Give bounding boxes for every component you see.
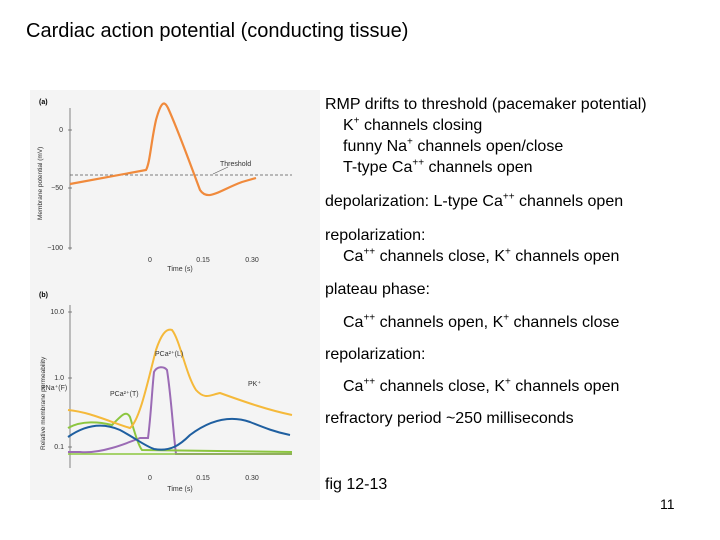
note-text: channels open <box>510 378 620 395</box>
note-line: Ca++ channels close, K+ channels open <box>343 376 619 397</box>
note-text: Ca <box>343 248 364 265</box>
panel-b-label: (b) <box>39 292 48 299</box>
panel-a-xtick-label: 0.15 <box>196 257 210 264</box>
superscript: + <box>505 376 511 388</box>
threshold-pointer <box>212 166 229 175</box>
panel-b-xlabel: Time (s) <box>167 486 192 493</box>
note-text: funny Na <box>343 138 408 155</box>
note-line: T-type Ca++ channels open <box>343 157 533 178</box>
superscript: + <box>505 246 511 258</box>
note-text: fig 12-13 <box>325 476 388 493</box>
panel-a-ytick-label: −100 <box>47 245 63 252</box>
panel-b-xtick-label: 0 <box>148 475 152 482</box>
page-number: 11 <box>660 496 675 512</box>
note-text: depolarization: L-type Ca <box>325 193 503 210</box>
note-text: channels open <box>424 159 533 176</box>
superscript: + <box>503 312 510 324</box>
note-text: channels close, K <box>375 378 505 395</box>
superscript: ++ <box>363 376 376 388</box>
note-text: channels close, K <box>375 248 505 265</box>
ca-l-permeability-curve <box>68 366 292 455</box>
panel-b-ytick-label: 0.1 <box>54 444 64 451</box>
note-text: Ca <box>343 378 364 395</box>
panel-b-background <box>30 285 320 500</box>
yellow-permeability-curve <box>67 328 293 430</box>
panel-b-xtick-label: 0.15 <box>196 475 210 482</box>
panel-b-xtick-label: 0.30 <box>245 475 259 482</box>
note-text: channels open <box>510 248 620 265</box>
figure-svg: (a) Membrane potential (mV) 0 −50 −100 T… <box>30 90 320 500</box>
note-text: repolarization: <box>325 346 426 363</box>
panel-b-ytick-label: 10.0 <box>50 309 64 316</box>
superscript: ++ <box>412 157 425 169</box>
threshold-label: Threshold <box>220 161 251 168</box>
note-text: channels closing <box>359 117 483 134</box>
panel-a-xtick-label: 0.30 <box>245 257 259 264</box>
note-text: repolarization: <box>325 227 426 244</box>
note-line: funny Na+ channels open/close <box>343 136 563 157</box>
na-f-label: PNa⁺(F) <box>41 384 67 392</box>
note-text: Ca <box>343 314 364 331</box>
panel-a-background <box>30 90 320 285</box>
panel-a-ylabel: Membrane potential (mV) <box>37 147 44 220</box>
textbook-figure: (a) Membrane potential (mV) 0 −50 −100 T… <box>30 90 320 500</box>
superscript: ++ <box>502 191 515 203</box>
panel-b-ytick-label: 1.0 <box>54 375 64 382</box>
note-text: channels open <box>514 193 624 210</box>
superscript: + <box>353 115 360 127</box>
note-text: K <box>343 117 354 134</box>
note-text: channels open/close <box>412 138 564 155</box>
note-text: plateau phase: <box>325 281 430 298</box>
note-text: T-type Ca <box>343 159 413 176</box>
note-line: K+ channels closing <box>343 115 482 136</box>
panel-a-xtick-label: 0 <box>148 257 152 264</box>
note-line: repolarization: <box>325 225 426 246</box>
note-text: channels close <box>509 314 620 331</box>
panel-a-xlabel: Time (s) <box>167 266 192 273</box>
note-line: Ca++ channels open, K+ channels close <box>343 312 619 333</box>
ca-l-label: PCa²⁺(L) <box>155 350 183 358</box>
note-line: Ca++ channels close, K+ channels open <box>343 246 619 267</box>
ca-t-label: PCa²⁺(T) <box>110 390 139 398</box>
note-line: repolarization: <box>325 344 426 365</box>
panel-a-ytick-label: 0 <box>59 127 63 134</box>
superscript: ++ <box>363 312 376 324</box>
panel-a-label: (a) <box>39 99 48 106</box>
note-text: channels open, K <box>375 314 504 331</box>
k-label: PK⁺ <box>248 380 261 388</box>
note-line: refractory period ~250 milliseconds <box>325 408 574 429</box>
note-text: refractory period ~250 milliseconds <box>325 410 574 427</box>
note-line: fig 12-13 <box>325 474 387 495</box>
note-line: depolarization: L-type Ca++ channels ope… <box>325 191 623 212</box>
note-line: plateau phase: <box>325 279 430 300</box>
panel-b-ylabel: Relative membrane permeability <box>40 356 47 450</box>
action-potential-curve <box>69 102 257 197</box>
panel-a-ytick-label: −50 <box>51 185 63 192</box>
superscript: ++ <box>363 246 376 258</box>
superscript: + <box>407 136 413 148</box>
note-line: RMP drifts to threshold (pacemaker poten… <box>325 94 647 115</box>
k-permeability-curve <box>67 417 291 451</box>
note-text: RMP drifts to threshold (pacemaker poten… <box>325 96 647 113</box>
slide-title: Cardiac action potential (conducting tis… <box>26 20 409 42</box>
